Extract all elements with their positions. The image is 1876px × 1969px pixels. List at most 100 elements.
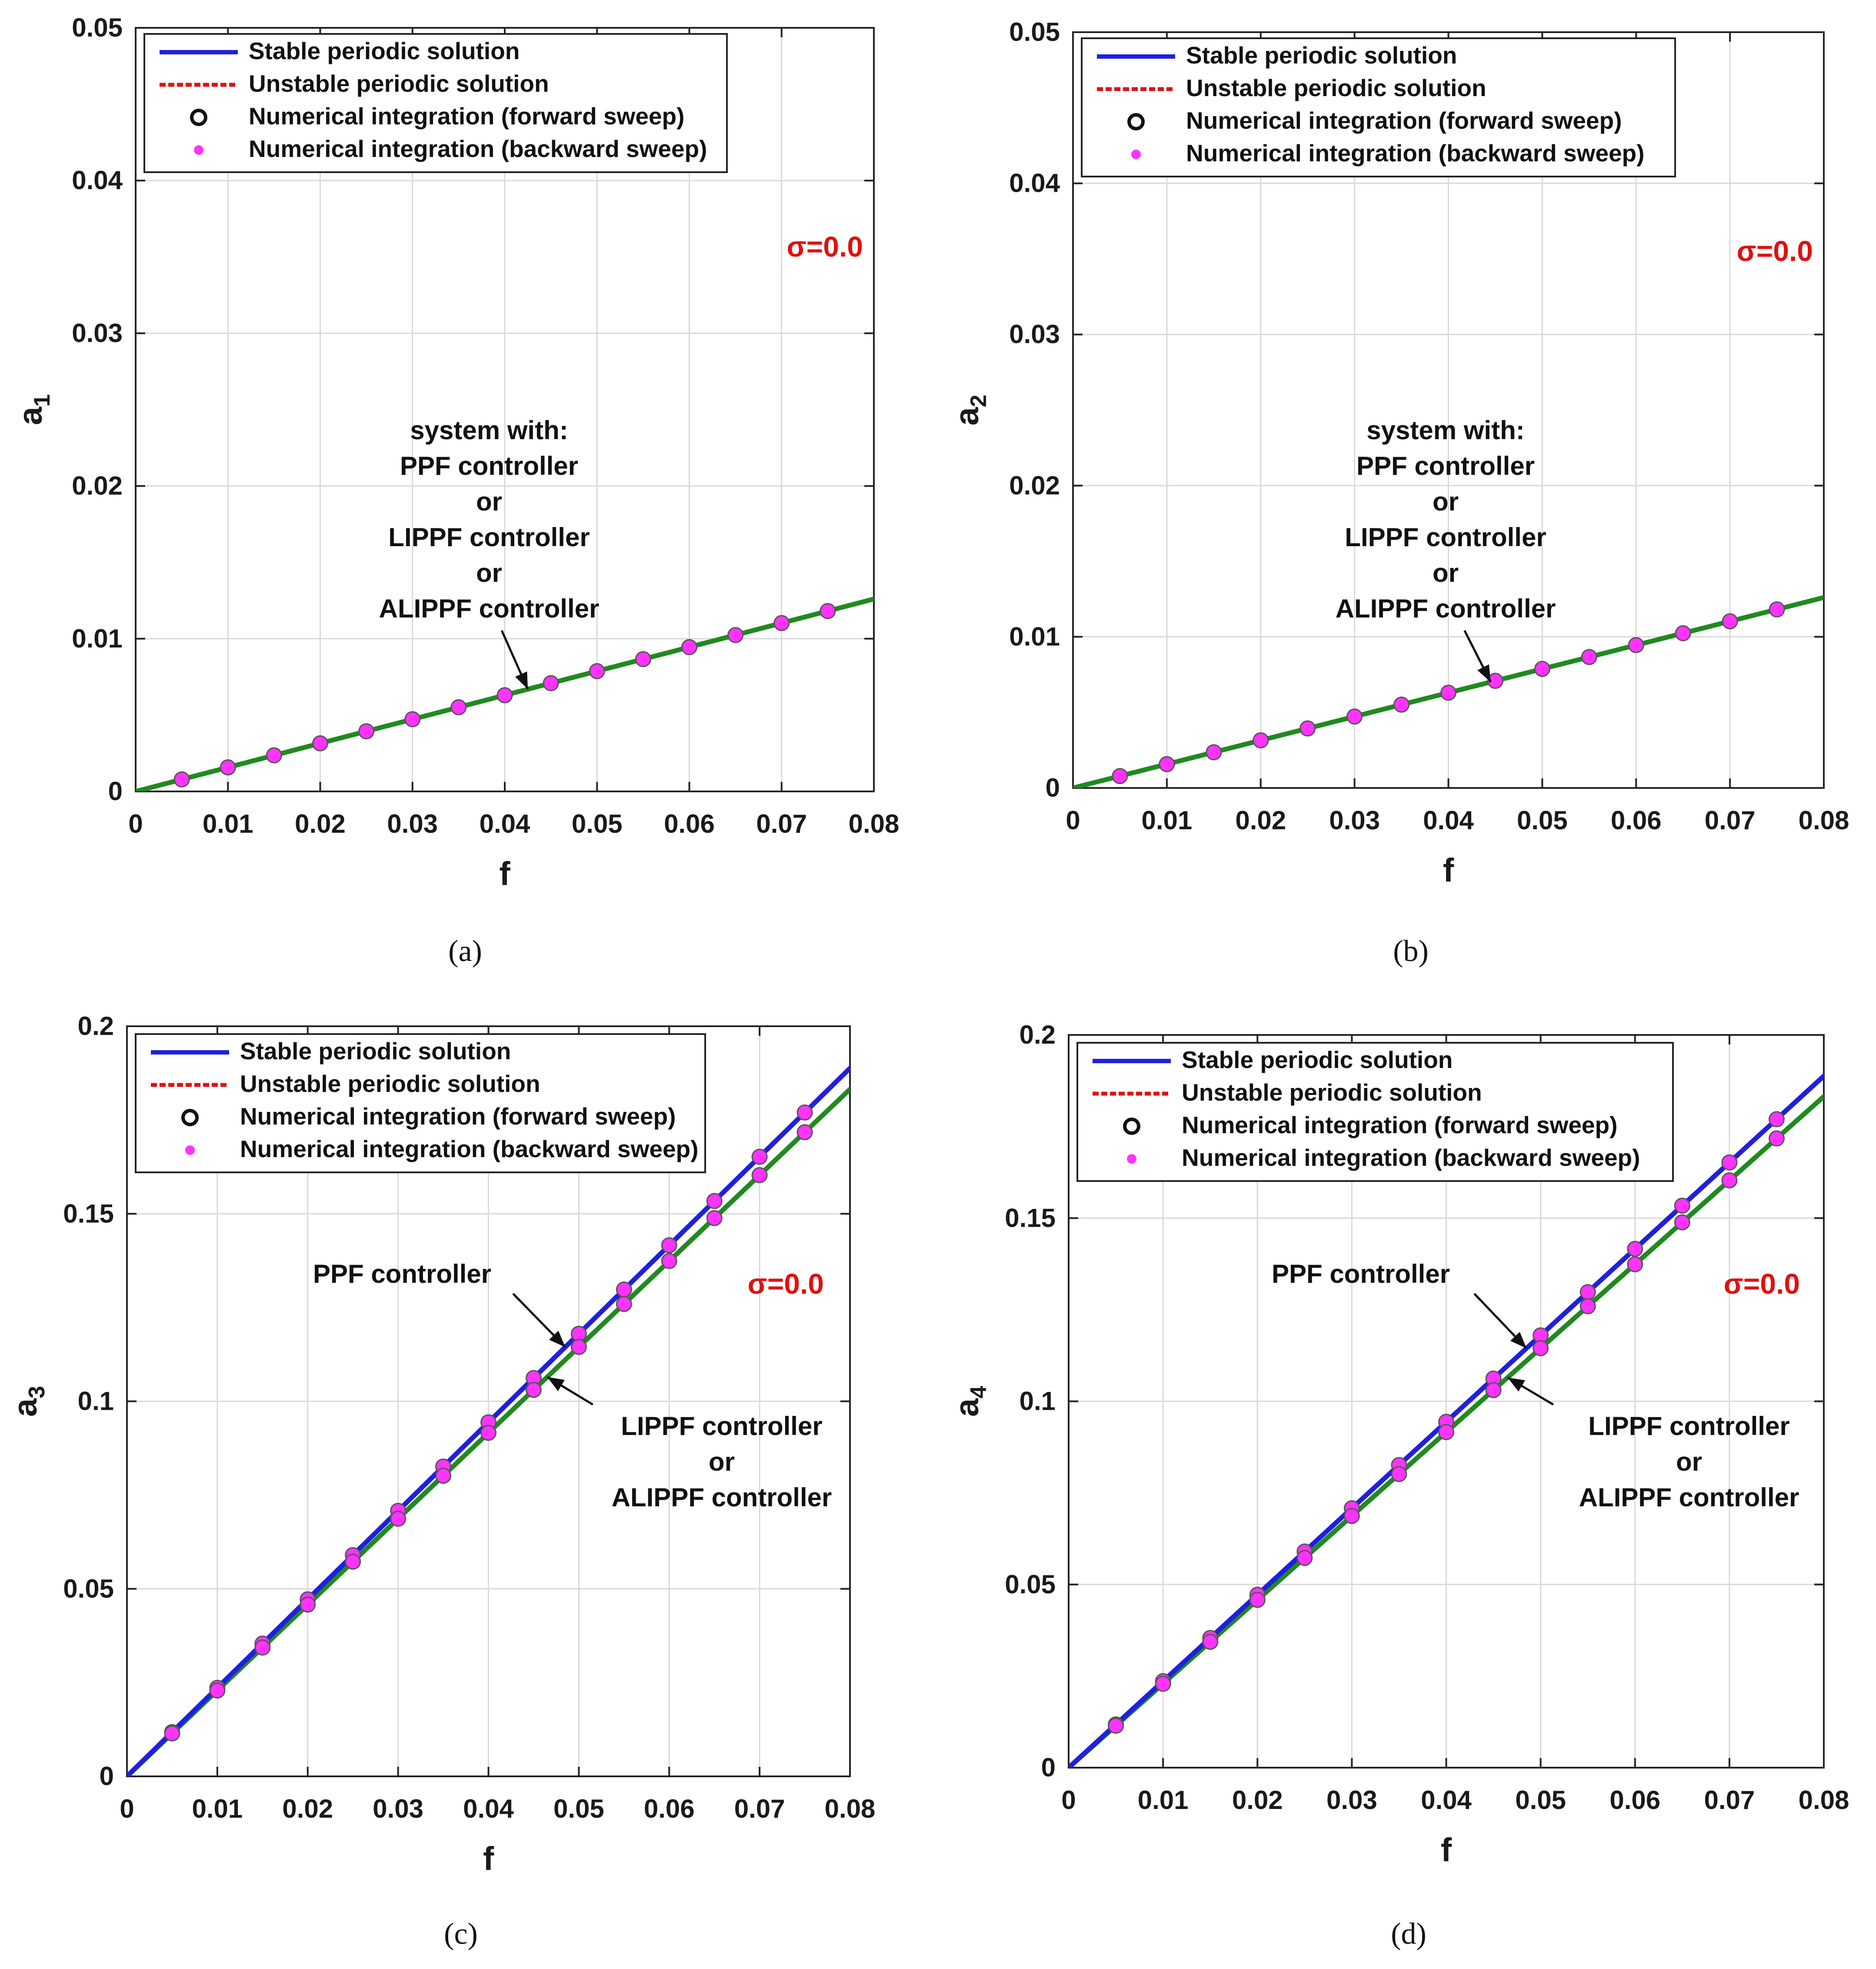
- x-tick-label: 0.02: [1232, 1785, 1283, 1815]
- x-tick-label: 0.05: [572, 809, 623, 838]
- marker-backward-sweep: [359, 724, 374, 739]
- marker-forward-sweep: [796, 1104, 813, 1121]
- marker-forward-sweep: [661, 1253, 677, 1269]
- x-tick-label: 0.07: [1705, 806, 1756, 835]
- marker-backward-sweep: [210, 1683, 225, 1698]
- marker-backward-sweep: [1629, 637, 1644, 653]
- marker-backward-sweep: [1675, 1215, 1690, 1230]
- marker-backward-sweep: [1253, 733, 1268, 748]
- legend-label: Unstable periodic solution: [240, 1070, 540, 1097]
- x-tick-label: 0.05: [1515, 1785, 1566, 1815]
- marker-backward-sweep: [1722, 1155, 1737, 1170]
- marker-forward-sweep: [543, 675, 559, 691]
- annotation-text: LIPPF controller: [1588, 1412, 1789, 1441]
- marker-forward-sweep: [706, 1210, 723, 1226]
- x-axis-label: f: [1443, 852, 1454, 889]
- marker-backward-sweep: [1723, 614, 1738, 629]
- y-tick-label: 0.03: [72, 318, 123, 347]
- marker-backward-sweep: [1580, 1298, 1596, 1314]
- x-tick-label: 0.01: [1138, 1785, 1189, 1815]
- marker-forward-sweep: [525, 1382, 542, 1398]
- marker-forward-sweep: [1112, 768, 1128, 784]
- marker-forward-sweep: [1721, 1172, 1738, 1188]
- legend-label: Numerical integration (forward sweep): [1186, 107, 1622, 134]
- y-tick-label: 0.03: [1009, 320, 1060, 349]
- y-tick-label: 0.02: [72, 471, 123, 501]
- marker-forward-sweep: [1627, 1256, 1643, 1272]
- x-tick-label: 0.06: [1611, 806, 1662, 835]
- legend-label: Stable periodic solution: [249, 37, 520, 64]
- marker-forward-sweep: [1346, 708, 1363, 725]
- marker-backward-sweep: [1533, 1328, 1548, 1343]
- marker-forward-sweep: [1206, 744, 1222, 761]
- x-tick-label: 0: [1066, 806, 1080, 835]
- marker-forward-sweep: [1769, 601, 1785, 617]
- marker-forward-sweep: [496, 687, 513, 704]
- annotation-arrowhead: [547, 1377, 565, 1392]
- x-axis-label: f: [499, 855, 510, 892]
- marker-backward-sweep: [1439, 1425, 1454, 1440]
- marker-backward-sweep: [590, 664, 605, 679]
- marker-backward-sweep: [1206, 744, 1221, 760]
- x-tick-label: 0: [120, 1794, 134, 1823]
- x-tick-label: 0.08: [825, 1794, 876, 1823]
- marker-forward-sweep: [1721, 1154, 1738, 1171]
- annotation-arrowhead: [1510, 1332, 1527, 1348]
- annotations: PPF controller LIPPF controller or ALIPPF c…: [313, 1259, 832, 1512]
- marker-forward-sweep: [1393, 696, 1410, 713]
- marker-backward-sweep: [436, 1468, 451, 1483]
- y-tick-label: 0.02: [1009, 471, 1060, 500]
- x-tick-label: 0.07: [756, 809, 807, 838]
- marker-backward-sweep: [1769, 1131, 1784, 1146]
- x-tick-label: 0: [1061, 1785, 1076, 1815]
- marker-backward-sweep: [1108, 1718, 1123, 1733]
- marker-forward-sweep: [1722, 613, 1738, 630]
- marker-backward-sweep: [1488, 673, 1503, 688]
- legend-swatch-circle: [190, 109, 207, 126]
- marker-forward-sweep: [1534, 661, 1550, 677]
- x-tick-label: 0.03: [373, 1794, 423, 1823]
- markers: [164, 1104, 813, 1742]
- legend-box: [135, 1033, 706, 1173]
- marker-backward-sweep: [1486, 1382, 1501, 1398]
- y-axis-label-main: a: [12, 407, 49, 425]
- x-tick-label: 0.05: [553, 1794, 604, 1823]
- x-tick-label: 0.01: [1141, 806, 1192, 835]
- marker-backward-sweep: [1441, 685, 1456, 701]
- legend-swatch-circle: [1127, 113, 1145, 130]
- annotation-text: PPF controller: [1356, 451, 1535, 481]
- annotations: system with: PPF controller or LIPPF contro…: [1336, 416, 1556, 683]
- x-axis-label: f: [483, 1840, 494, 1877]
- marker-backward-sweep: [1391, 1466, 1406, 1482]
- x-tick-label: 0.01: [192, 1794, 243, 1823]
- panel-c: 0 0.01 0.02 0.03 0.04 0.05 0.06 0.07 0.08 0 0.05 0.…: [7, 1011, 875, 1951]
- marker-forward-sweep: [706, 1193, 723, 1209]
- marker-backward-sweep: [1627, 1241, 1643, 1257]
- annotation-arrowhead: [515, 671, 528, 689]
- x-tick-label: 0.06: [1609, 1785, 1660, 1815]
- marker-backward-sweep: [662, 1238, 677, 1253]
- y-tick-label: 0.2: [78, 1011, 114, 1041]
- annotation-text: LIPPF controller: [388, 523, 590, 552]
- x-tick-label: 0.07: [1704, 1785, 1755, 1815]
- x-tick-label: 0.06: [644, 1794, 695, 1823]
- marker-forward-sweep: [681, 639, 697, 655]
- legend-swatch-circle: [181, 1109, 199, 1126]
- marker-forward-sweep: [1487, 673, 1503, 689]
- marker-forward-sweep: [1343, 1508, 1360, 1524]
- marker-backward-sweep: [451, 700, 466, 715]
- marker-forward-sweep: [796, 1124, 813, 1141]
- y-axis-label-main: a: [949, 1398, 986, 1417]
- annotation-text: or: [1433, 558, 1459, 587]
- legend-swatch-circle: [1123, 1118, 1140, 1135]
- sigma-label: σ=0.0: [1737, 235, 1813, 267]
- marker-forward-sweep: [1253, 732, 1269, 749]
- marker-backward-sweep: [662, 1253, 677, 1268]
- y-axis-label: a1: [12, 394, 55, 425]
- marker-forward-sweep: [209, 1682, 226, 1699]
- marker-backward-sweep: [1347, 709, 1362, 724]
- y-axis-label: a4: [949, 1386, 991, 1417]
- y-tick-label: 0.01: [1009, 622, 1060, 651]
- marker-forward-sweep: [616, 1296, 632, 1312]
- panel-caption: (b): [1393, 934, 1429, 968]
